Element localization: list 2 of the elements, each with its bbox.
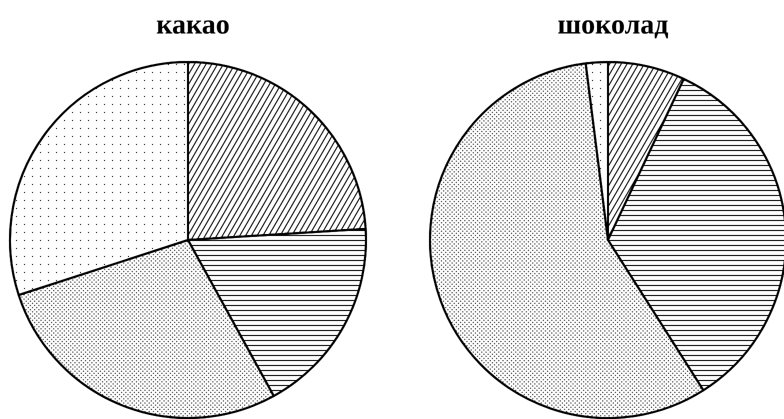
chart-title: шоколад [558, 10, 668, 40]
chart-title: какао [156, 10, 230, 40]
